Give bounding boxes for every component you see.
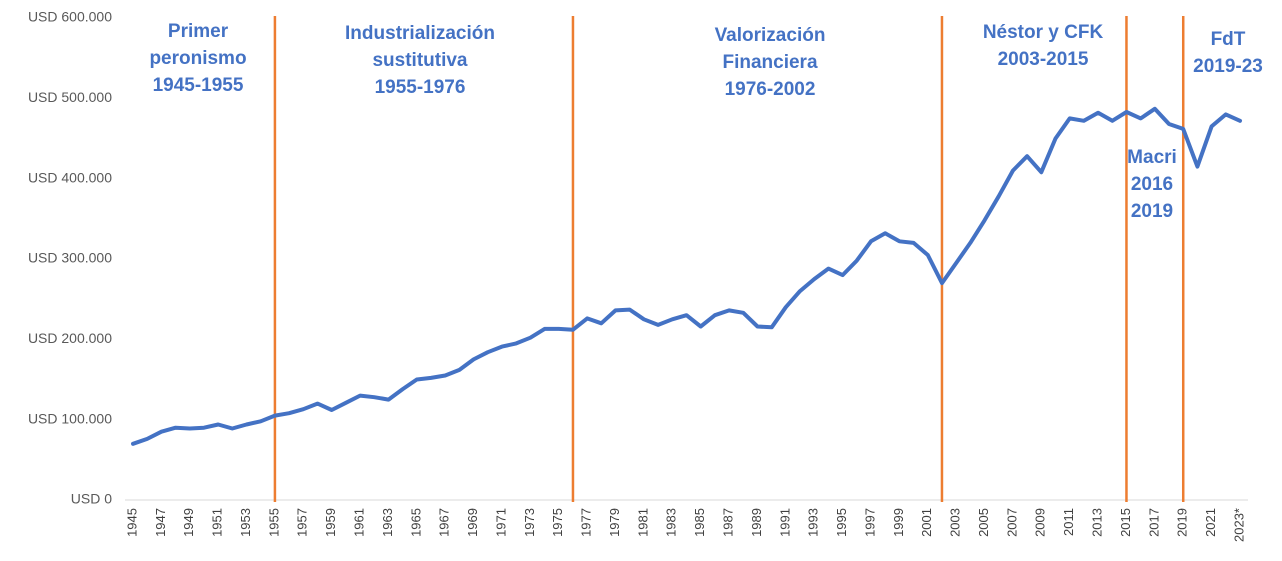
period-label: sustitutiva [372, 50, 467, 71]
period-label: peronismo [149, 48, 246, 69]
x-tick-label: 1993 [806, 508, 821, 537]
x-tick-label: 1957 [295, 508, 310, 537]
x-tick-label: 1945 [124, 508, 139, 537]
period-label: 2019-23 [1193, 56, 1263, 77]
x-tick-label: 1961 [352, 508, 367, 537]
x-tick-label: 1997 [862, 508, 877, 537]
x-tick-label: 2009 [1033, 508, 1048, 537]
x-tick-label: 1989 [749, 508, 764, 537]
y-tick-label: USD 300.000 [28, 250, 112, 266]
x-tick-label: 1981 [635, 508, 650, 537]
period-label: 2016 [1131, 174, 1173, 195]
x-tick-label: 1971 [493, 508, 508, 537]
x-tick-label: 2017 [1146, 508, 1161, 537]
x-tick-label: 2015 [1118, 508, 1133, 537]
x-tick-label: 1975 [550, 508, 565, 537]
x-tick-label: 1979 [607, 508, 622, 537]
period-label: 1945-1955 [153, 75, 244, 96]
x-tick-label: 2003 [948, 508, 963, 537]
x-tick-label: 2023* [1231, 508, 1246, 542]
x-tick-label: 2005 [976, 508, 991, 537]
x-tick-label: 2013 [1090, 508, 1105, 537]
period-label: 2003-2015 [998, 49, 1089, 70]
period-label: 1976-2002 [725, 79, 816, 100]
x-tick-label: 2011 [1061, 508, 1076, 536]
y-tick-label: USD 200.000 [28, 330, 112, 346]
period-label: Valorización [715, 25, 826, 46]
y-tick-label: USD 500.000 [28, 89, 112, 105]
period-label: 2019 [1131, 201, 1173, 222]
x-tick-label: 1955 [266, 508, 281, 537]
period-label: Primer [168, 21, 229, 42]
period-label: Financiera [722, 52, 817, 73]
period-label: 1955-1976 [375, 77, 466, 98]
x-tick-label: 1965 [408, 508, 423, 537]
x-tick-label: 2007 [1004, 508, 1019, 537]
y-tick-label: USD 600.000 [28, 9, 112, 25]
x-tick-label: 1951 [210, 508, 225, 537]
y-tick-label: USD 400.000 [28, 169, 112, 185]
x-tick-label: 1947 [153, 508, 168, 537]
x-tick-label: 1973 [522, 508, 537, 537]
x-tick-label: 1959 [323, 508, 338, 537]
x-tick-label: 1967 [437, 508, 452, 537]
x-tick-label: 2001 [919, 508, 934, 537]
data-line [131, 106, 1242, 446]
period-label: Industrialización [345, 23, 495, 44]
x-tick-label: 1995 [834, 508, 849, 537]
x-tick-label: 1953 [238, 508, 253, 537]
period-label: FdT [1211, 29, 1246, 50]
x-tick-label: 2019 [1175, 508, 1190, 537]
x-tick-label: 1963 [380, 508, 395, 537]
x-tick-label: 1969 [465, 508, 480, 537]
x-tick-label: 1987 [721, 508, 736, 537]
x-tick-label: 1999 [891, 508, 906, 537]
x-tick-label: 1985 [692, 508, 707, 537]
period-label: Macri [1127, 147, 1177, 168]
period-label: Néstor y CFK [983, 22, 1104, 43]
x-tick-label: 1983 [664, 508, 679, 537]
x-tick-label: 1991 [777, 508, 792, 537]
x-tick-label: 2021 [1203, 508, 1218, 537]
y-tick-label: USD 100.000 [28, 410, 112, 426]
y-tick-label: USD 0 [71, 491, 112, 507]
x-tick-label: 1949 [181, 508, 196, 537]
x-tick-label: 1977 [579, 508, 594, 537]
